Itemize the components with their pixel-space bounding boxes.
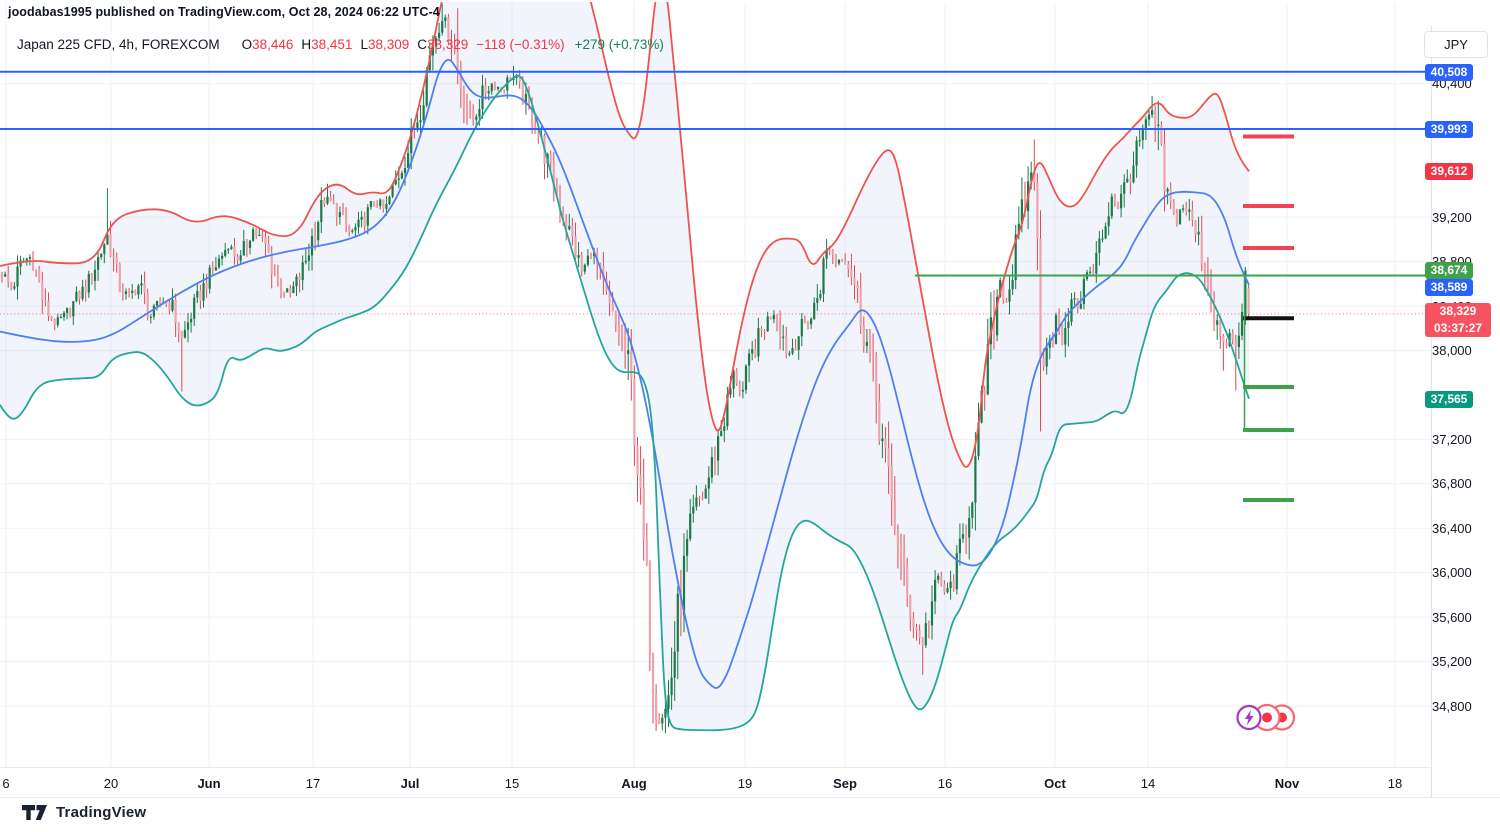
currency-button[interactable]: JPY: [1424, 31, 1488, 58]
bollinger-lower-band: [0, 74, 1250, 732]
price-label-badge: 38,589: [1425, 278, 1473, 296]
lightning-bolt-icon[interactable]: [1236, 704, 1262, 731]
open-label: O: [241, 37, 253, 52]
close-value: 38,329: [427, 37, 469, 52]
date-label: 19: [737, 776, 753, 791]
time-axis-border: [0, 797, 1500, 798]
price-tick-label: 36,000: [1432, 565, 1472, 581]
price-tick-label: 36,800: [1432, 476, 1472, 492]
date-label: Oct: [1044, 776, 1066, 791]
date-label: 16: [937, 776, 953, 791]
price-tick-label: 37,200: [1432, 431, 1472, 447]
date-label: 20: [103, 776, 119, 791]
price-tick-label: 36,400: [1432, 520, 1472, 536]
price-label-badge: 39,993: [1425, 120, 1473, 138]
high-label: H: [301, 37, 312, 52]
plot-bottom-border: [0, 767, 1431, 768]
price-tick-label: 35,600: [1432, 609, 1472, 625]
idea-bubbles[interactable]: [1234, 701, 1300, 740]
date-label: 6: [2, 776, 10, 791]
symbol-title: Japan 225 CFD, 4h, FOREXCOM: [17, 37, 220, 52]
close-label: C: [417, 37, 427, 52]
price-tick-label: 35,200: [1432, 654, 1472, 670]
date-label: 18: [1387, 776, 1403, 791]
price-label-badge: 38,329 03:37:27: [1425, 303, 1491, 337]
date-label: Nov: [1274, 776, 1300, 791]
bollinger-upper-band: [0, 2, 1250, 468]
tradingview-mark-icon: [22, 804, 47, 820]
price-label-badge: 39,612: [1425, 162, 1473, 180]
attribution-text: joodabas1995 published on TradingView.co…: [8, 5, 440, 19]
date-label: 15: [504, 776, 520, 791]
bollinger-fill: [0, 2, 1249, 731]
date-label: 17: [305, 776, 321, 791]
price-tick-label: 39,200: [1432, 209, 1472, 225]
date-label: Jul: [400, 776, 420, 791]
open-value: 38,446: [252, 37, 294, 52]
tradingview-logo-text: TradingView: [56, 804, 147, 821]
price-label-badge: 38,674: [1425, 261, 1473, 279]
extended-change-value: +279 (+0.73%): [574, 37, 664, 52]
high-value: 38,451: [311, 37, 353, 52]
low-label: L: [360, 37, 368, 52]
bollinger-basis: [0, 58, 1250, 689]
low-value: 38,309: [367, 37, 410, 52]
date-label: 14: [1140, 776, 1156, 791]
price-axis-border: [1431, 26, 1432, 797]
price-label-badge: 37,565: [1425, 390, 1473, 408]
change-value: −118 (−0.31%): [476, 37, 565, 52]
date-label: Aug: [621, 776, 647, 791]
price-tick-label: 38,000: [1432, 342, 1472, 358]
symbol-header: Japan 225 CFD, 4h, FOREXCOM O38,446 H38,45…: [17, 37, 664, 52]
countdown-timer: 03:37:27: [1433, 321, 1483, 335]
price-label-badge: 40,508: [1425, 63, 1473, 81]
price-tick-label: 34,800: [1432, 698, 1472, 714]
date-label: Sep: [833, 776, 857, 791]
date-label: Jun: [197, 776, 221, 791]
tradingview-logo[interactable]: TradingView: [22, 804, 146, 821]
